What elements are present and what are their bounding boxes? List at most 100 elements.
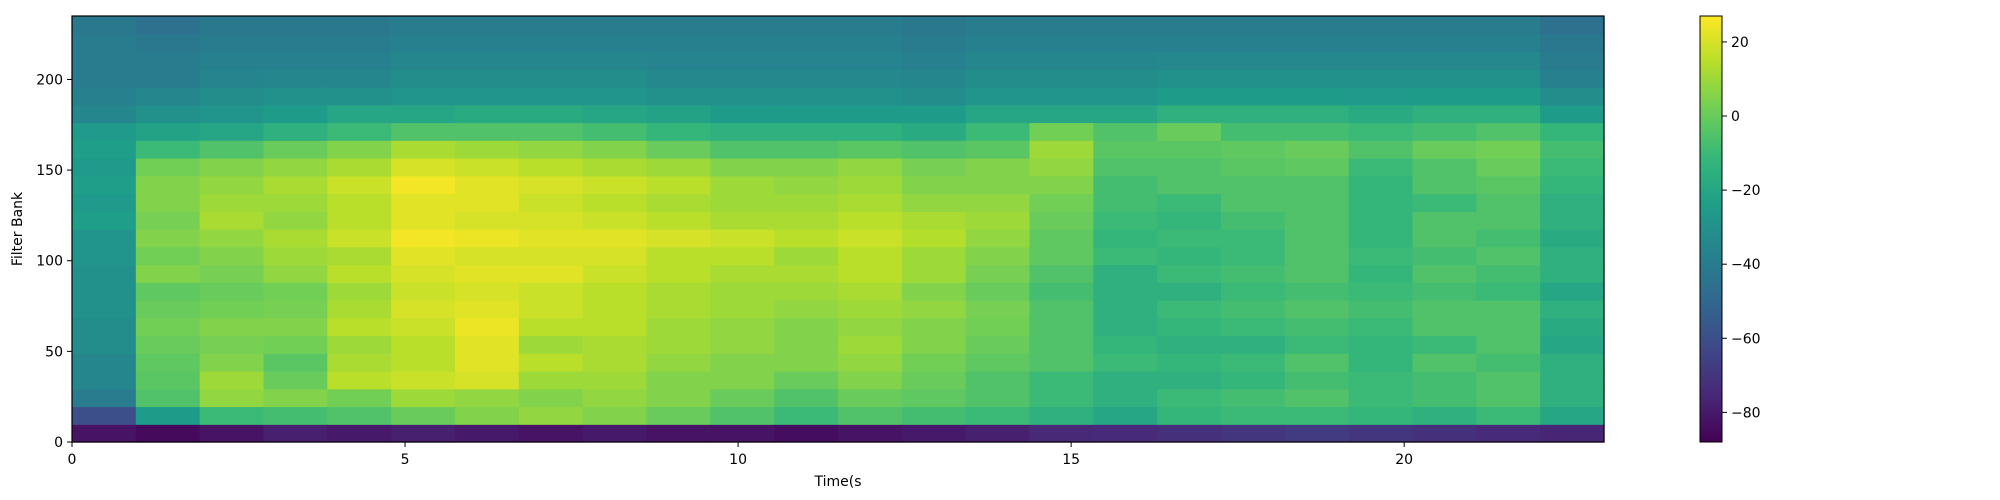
heatmap-cell [391, 33, 456, 53]
y-tick-label: 0 [54, 435, 63, 451]
heatmap-cell [518, 33, 584, 53]
heatmap-cell [582, 300, 648, 319]
heatmap-cell [1284, 158, 1350, 177]
heatmap-cell [1029, 282, 1094, 301]
heatmap-cell [199, 16, 265, 35]
heatmap-cell [1412, 300, 1477, 319]
heatmap-cell [646, 51, 711, 70]
heatmap-cell [1476, 282, 1541, 301]
heatmap-cell [965, 335, 1031, 354]
heatmap-cell [391, 317, 456, 337]
heatmap-cell [646, 158, 711, 177]
heatmap-cell [1221, 175, 1286, 195]
heatmap-cell [1029, 300, 1094, 319]
heatmap-cell [774, 193, 839, 212]
heatmap-cell [1540, 158, 1605, 177]
heatmap-cell [710, 300, 775, 319]
heatmap-cell [135, 51, 201, 70]
heatmap-cell [710, 69, 775, 88]
heatmap-cell [1284, 122, 1350, 141]
heatmap-cell [391, 246, 456, 266]
heatmap-cell [646, 193, 711, 212]
heatmap-cell [327, 122, 392, 141]
heatmap-cell [72, 300, 137, 319]
heatmap-cell [263, 211, 328, 230]
heatmap-cell [710, 282, 775, 301]
heatmap-cell [1221, 424, 1286, 443]
heatmap-cell [263, 317, 328, 337]
heatmap-cell [135, 371, 201, 390]
heatmap-cell [1540, 424, 1605, 443]
heatmap-cell [1157, 264, 1222, 283]
heatmap-cell [135, 317, 201, 337]
heatmap-cell [774, 353, 839, 372]
heatmap-cell [391, 229, 456, 248]
heatmap-cell [1157, 317, 1222, 337]
heatmap-cell [199, 424, 265, 443]
heatmap-cell [1221, 264, 1286, 283]
heatmap-cell [1221, 33, 1286, 53]
heatmap-cell [1029, 140, 1094, 159]
heatmap-cell [1284, 87, 1350, 106]
heatmap-cell [1284, 193, 1350, 212]
heatmap-cell [455, 371, 520, 390]
heatmap-cell [199, 33, 265, 53]
heatmap-cell [1157, 175, 1222, 195]
plot-frame [71, 15, 1605, 443]
heatmap-cell [774, 158, 839, 177]
heatmap-cell [1284, 371, 1350, 390]
heatmap-cell [518, 175, 584, 195]
heatmap-cell [1412, 335, 1477, 354]
heatmap-cell [327, 264, 392, 283]
heatmap-cell [518, 282, 584, 301]
heatmap-cell [72, 211, 137, 230]
heatmap-cell [646, 335, 711, 354]
heatmap-cell [1540, 211, 1605, 230]
heatmap-cell [391, 16, 456, 35]
heatmap-cell [1284, 229, 1350, 248]
heatmap-cell [327, 87, 392, 106]
heatmap-cell [646, 229, 711, 248]
heatmap-cell [1476, 140, 1541, 159]
heatmap-cell [774, 317, 839, 337]
heatmap-cell [901, 33, 967, 53]
heatmap-cell [1221, 158, 1286, 177]
heatmap-cell [391, 104, 456, 124]
heatmap-cell [1029, 371, 1094, 390]
heatmap-cell [965, 388, 1031, 408]
heatmap-cell [391, 158, 456, 177]
heatmap-cell [263, 51, 328, 70]
heatmap-cell [582, 33, 648, 53]
heatmap-cell [1093, 87, 1158, 106]
heatmap-cell [263, 140, 328, 159]
heatmap-cell [1093, 211, 1158, 230]
heatmap-cell [518, 371, 584, 390]
heatmap-cell [901, 51, 967, 70]
heatmap-cell [1412, 229, 1477, 248]
heatmap-cell [901, 335, 967, 354]
heatmap-cell [1157, 16, 1222, 35]
heatmap-cell [327, 282, 392, 301]
heatmap-cell [1157, 300, 1222, 319]
heatmap-cell [1284, 264, 1350, 283]
heatmap-cell [1412, 317, 1477, 337]
heatmap-cell [263, 264, 328, 283]
heatmap-cell [1348, 140, 1414, 159]
heatmap-cell [455, 104, 520, 124]
heatmap-cell [1029, 264, 1094, 283]
heatmap-cell [199, 388, 265, 408]
heatmap-cell [710, 193, 775, 212]
heatmap-cell [135, 353, 201, 372]
heatmap-cell [1540, 264, 1605, 283]
heatmap-cell [1157, 371, 1222, 390]
heatmap-cell [1029, 317, 1094, 337]
heatmap-cell [646, 122, 711, 141]
heatmap-cell [582, 246, 648, 266]
heatmap-cell [391, 371, 456, 390]
heatmap-cell [710, 264, 775, 283]
heatmap-cell [838, 246, 903, 266]
heatmap-cell [1348, 229, 1414, 248]
heatmap-cell [1476, 158, 1541, 177]
heatmap-cell [838, 317, 903, 337]
heatmap-cell [582, 122, 648, 141]
